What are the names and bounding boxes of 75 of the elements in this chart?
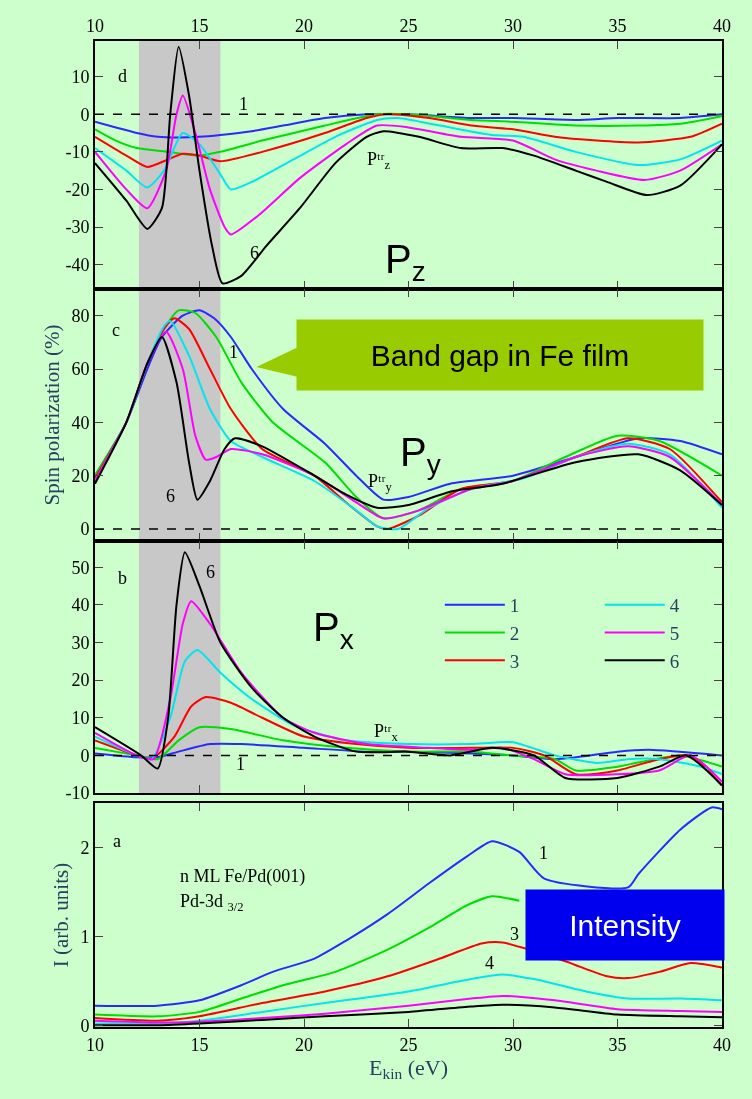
y-axis-title: Spin polarization (%) — [40, 324, 65, 506]
y-tick-label: -10 — [65, 783, 90, 804]
y-tick-label: 0 — [80, 104, 90, 125]
x-tick-label: 15 — [190, 15, 209, 36]
y-tick-label: 2 — [80, 837, 90, 858]
y-tick-label: 80 — [71, 305, 90, 326]
x-tick-label: 40 — [713, 15, 731, 36]
annotation: d — [118, 66, 127, 86]
annotation: Pᵗʳ$_{y}$ — [368, 471, 393, 494]
x-tick-label: 30 — [504, 15, 522, 36]
line-series — [95, 113, 722, 168]
annotation: P$_{x}$ — [313, 605, 354, 656]
line-series — [95, 45, 722, 285]
x-tick-label: 40 — [713, 1034, 731, 1055]
annotation: 6 — [166, 486, 175, 506]
annotation: P$_{z}$ — [385, 237, 426, 288]
annotation: 1 — [229, 342, 238, 362]
x-tick-label: 20 — [295, 1034, 313, 1055]
annotation: a — [113, 831, 121, 851]
legend-label: 2 — [509, 622, 520, 644]
line-series — [95, 649, 722, 776]
x-tick-label: 20 — [295, 15, 313, 36]
annotation: n ML Fe/Pd(001) — [180, 866, 306, 887]
x-tick-label: 35 — [608, 1034, 627, 1055]
y-axis-title: I (arb. units) — [49, 862, 74, 968]
line-series — [95, 600, 722, 783]
y-tick-label: 20 — [71, 670, 90, 691]
y-tick-label: 20 — [71, 465, 90, 486]
y-tick-label: 0 — [80, 745, 90, 766]
annotation: Pᵗʳ$_{x}$ — [374, 721, 399, 744]
annotation: c — [112, 320, 120, 340]
y-tick-label: 50 — [71, 557, 90, 578]
annotation: Pᵗʳ$_{z}$ — [367, 149, 391, 172]
legend-label: 3 — [509, 650, 520, 672]
annotation: 1 — [539, 843, 548, 863]
y-tick-label: -10 — [65, 142, 90, 163]
line-series — [95, 806, 722, 1008]
y-tick-label: 1 — [80, 926, 90, 947]
y-tick-label: 0 — [80, 1015, 90, 1036]
line-series — [95, 725, 722, 772]
x-axis-title: E$_{kin}$ (eV) — [369, 1054, 448, 1083]
annotation: 4 — [485, 953, 494, 973]
x-tick-label: 30 — [504, 1034, 522, 1055]
line-series — [95, 895, 521, 1018]
legend-label: 6 — [669, 650, 680, 672]
annotation: Pd-3d $_{3/2}$ — [180, 891, 244, 914]
annotation: P$_{y}$ — [400, 430, 441, 481]
line-series — [95, 117, 722, 191]
y-tick-label: 30 — [71, 632, 90, 653]
annotation: 1 — [236, 754, 245, 774]
legend-label: 5 — [669, 622, 680, 644]
line-series — [95, 113, 722, 139]
y-tick-label: 40 — [71, 412, 90, 433]
x-tick-label: 15 — [190, 1034, 209, 1055]
annotation: Intensity — [569, 908, 681, 942]
line-series — [95, 696, 722, 787]
y-tick-label: -30 — [65, 217, 90, 238]
line-series — [95, 94, 722, 236]
y-tick-label: 10 — [71, 67, 90, 87]
y-tick-label: -20 — [65, 179, 90, 200]
y-tick-label: 40 — [71, 595, 90, 616]
x-tick-label: 25 — [399, 15, 418, 36]
annotation: 3 — [510, 924, 519, 944]
annotation: b — [118, 568, 127, 588]
x-tick-label: 25 — [399, 1034, 418, 1055]
legend-label: 4 — [669, 595, 680, 617]
y-tick-label: 10 — [71, 708, 90, 729]
line-series — [95, 941, 722, 1022]
y-tick-label: -40 — [65, 254, 90, 275]
x-tick-label: 35 — [608, 15, 627, 36]
legend-label: 1 — [509, 595, 520, 617]
annotation: 6 — [206, 562, 215, 582]
y-tick-label: 0 — [80, 519, 90, 540]
y-tick-label: 60 — [71, 359, 90, 380]
annotation: 1 — [239, 94, 248, 114]
